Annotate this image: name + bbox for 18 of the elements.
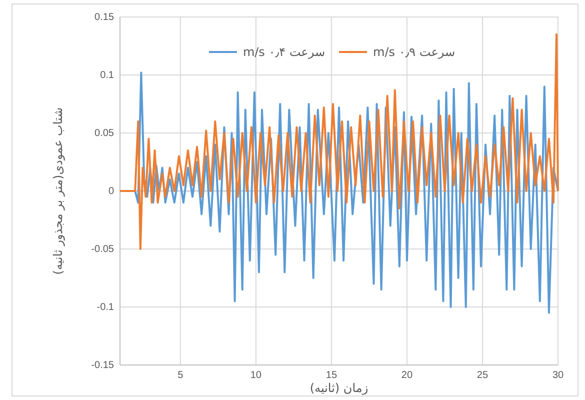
x-tick-label: 10 <box>250 370 262 382</box>
y-tick-label: 0 <box>108 186 114 198</box>
legend-label: سرعت ۰٫۴ m/s <box>242 45 325 59</box>
y-tick-label: -0.1 <box>96 302 114 314</box>
y-tick-label: -0.05 <box>91 244 114 256</box>
y-axis-title: شتاب عمودی(متر بر مجذور ثانیه) <box>51 107 65 275</box>
legend-label: سرعت ۰٫۹ m/s <box>373 45 456 59</box>
y-tick-label: 0.15 <box>94 12 114 24</box>
x-tick-label: 5 <box>178 370 184 382</box>
x-tick-label: 20 <box>401 370 413 382</box>
x-tick-label: 25 <box>476 370 488 382</box>
x-tick-label: 15 <box>326 370 338 382</box>
line-series <box>119 33 559 250</box>
y-tick-label: -0.15 <box>91 360 114 372</box>
x-axis-title: زمان (ثانیه) <box>310 381 368 395</box>
y-tick-label: 0.1 <box>100 70 114 82</box>
y-tick-label: 0.05 <box>94 128 114 140</box>
x-tick-label: 30 <box>552 370 564 382</box>
